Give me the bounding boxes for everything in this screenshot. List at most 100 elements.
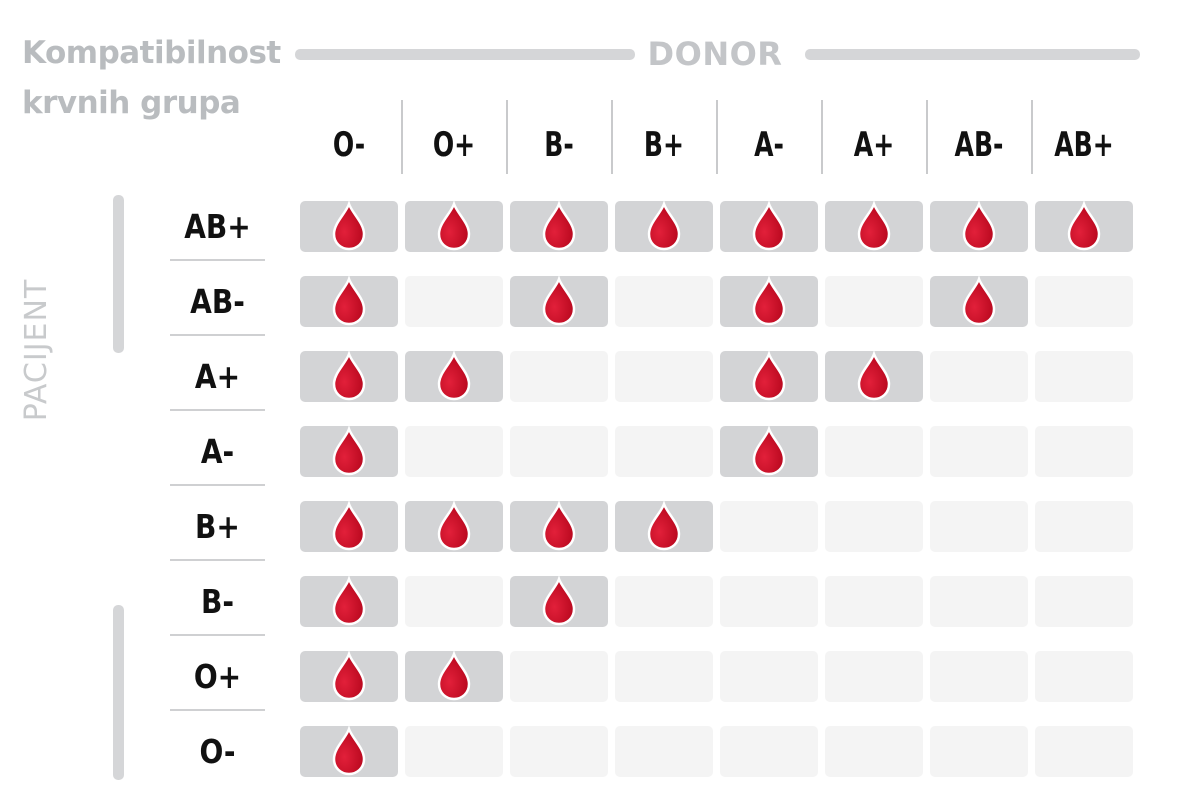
donor-header: O+ <box>432 125 476 165</box>
column-divider <box>821 100 823 174</box>
row-divider <box>170 634 265 636</box>
compatible-cell <box>615 501 713 552</box>
incompatible-cell <box>720 501 818 552</box>
patient-axis-label: PACIJENT <box>19 278 54 422</box>
blood-drop-icon <box>437 351 471 401</box>
blood-drop-icon <box>332 351 366 401</box>
row-divider <box>170 334 265 336</box>
donor-header: O- <box>332 125 366 165</box>
blood-drop-icon <box>752 351 786 401</box>
patient-bar-bottom <box>113 605 124 780</box>
incompatible-cell <box>720 651 818 702</box>
row-divider <box>170 409 265 411</box>
incompatible-cell <box>510 351 608 402</box>
donor-bar-right <box>805 49 1140 60</box>
incompatible-cell <box>510 726 608 777</box>
compatible-cell <box>825 201 923 252</box>
incompatible-cell <box>405 426 503 477</box>
incompatible-cell <box>825 651 923 702</box>
blood-drop-icon <box>437 501 471 551</box>
incompatible-cell <box>1035 726 1133 777</box>
blood-drop-icon <box>332 201 366 251</box>
compatible-cell <box>720 201 818 252</box>
column-divider <box>506 100 508 174</box>
blood-drop-icon <box>752 276 786 326</box>
patient-header: AB- <box>190 282 245 321</box>
blood-drop-icon <box>332 276 366 326</box>
compatible-cell <box>405 201 503 252</box>
incompatible-cell <box>825 501 923 552</box>
compatible-cell <box>825 351 923 402</box>
incompatible-cell <box>1035 501 1133 552</box>
blood-drop-icon <box>647 201 681 251</box>
blood-drop-icon <box>542 576 576 626</box>
patient-header: O- <box>199 732 236 771</box>
incompatible-cell <box>930 351 1028 402</box>
compatible-cell <box>930 276 1028 327</box>
blood-drop-icon <box>752 201 786 251</box>
compatible-cell <box>405 501 503 552</box>
incompatible-cell <box>930 576 1028 627</box>
incompatible-cell <box>615 726 713 777</box>
blood-drop-icon <box>1067 201 1101 251</box>
incompatible-cell <box>615 426 713 477</box>
blood-drop-icon <box>857 351 891 401</box>
donor-header: AB+ <box>1054 125 1114 165</box>
column-divider <box>926 100 928 174</box>
incompatible-cell <box>405 726 503 777</box>
blood-drop-icon <box>332 501 366 551</box>
column-divider <box>716 100 718 174</box>
compatible-cell <box>300 276 398 327</box>
compatible-cell <box>720 426 818 477</box>
column-divider <box>1031 100 1033 174</box>
compatible-cell <box>300 351 398 402</box>
column-divider <box>401 100 403 174</box>
compatible-cell <box>300 501 398 552</box>
patient-header: O+ <box>193 657 242 696</box>
compatible-cell <box>1035 201 1133 252</box>
compatible-cell <box>510 501 608 552</box>
blood-drop-icon <box>332 576 366 626</box>
blood-drop-icon <box>857 201 891 251</box>
blood-drop-icon <box>332 651 366 701</box>
incompatible-cell <box>720 576 818 627</box>
donor-bar-left <box>295 49 635 60</box>
donor-header: A+ <box>853 125 895 165</box>
incompatible-cell <box>1035 351 1133 402</box>
incompatible-cell <box>510 426 608 477</box>
blood-drop-icon <box>962 201 996 251</box>
donor-header: B+ <box>643 125 685 165</box>
compatible-cell <box>720 276 818 327</box>
incompatible-cell <box>930 651 1028 702</box>
compatible-cell <box>510 201 608 252</box>
blood-drop-icon <box>542 201 576 251</box>
patient-header: AB+ <box>184 207 251 246</box>
incompatible-cell <box>825 576 923 627</box>
row-divider <box>170 559 265 561</box>
incompatible-cell <box>615 576 713 627</box>
patient-header: B- <box>200 582 235 621</box>
donor-header: B- <box>544 125 574 165</box>
donor-header: AB- <box>954 125 1004 165</box>
compatible-cell <box>405 651 503 702</box>
incompatible-cell <box>510 651 608 702</box>
title-line-2: krvnih grupa <box>22 85 241 121</box>
blood-drop-icon <box>542 501 576 551</box>
row-divider <box>170 484 265 486</box>
chart-title: Kompatibilnost krvnih grupa <box>22 28 281 128</box>
compatible-cell <box>300 201 398 252</box>
incompatible-cell <box>930 726 1028 777</box>
incompatible-cell <box>615 651 713 702</box>
incompatible-cell <box>825 276 923 327</box>
blood-drop-icon <box>437 201 471 251</box>
compatible-cell <box>405 351 503 402</box>
compatible-cell <box>510 276 608 327</box>
incompatible-cell <box>1035 276 1133 327</box>
incompatible-cell <box>405 576 503 627</box>
incompatible-cell <box>1035 651 1133 702</box>
patient-header: A+ <box>194 357 241 396</box>
compatible-cell <box>300 726 398 777</box>
blood-drop-icon <box>647 501 681 551</box>
incompatible-cell <box>1035 576 1133 627</box>
